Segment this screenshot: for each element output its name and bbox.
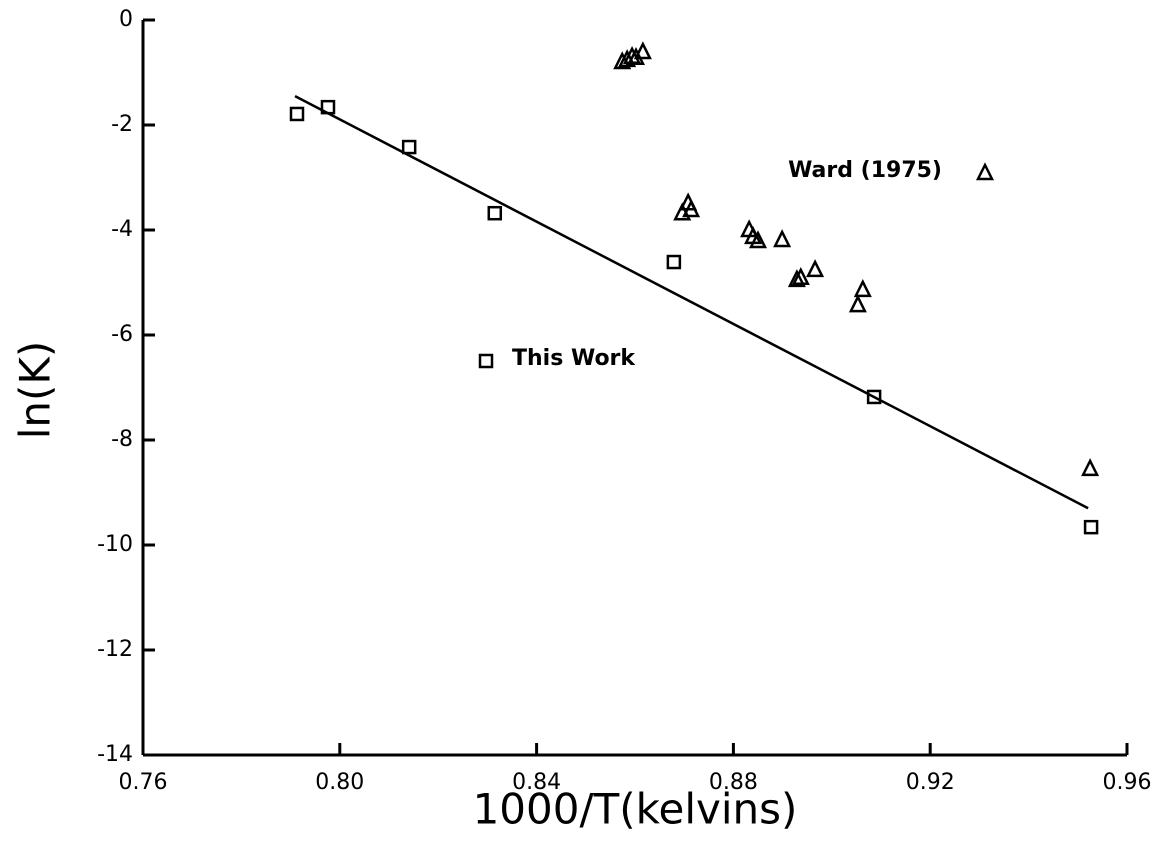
y-tick-label: -8 (111, 427, 133, 452)
legend-marker (975, 162, 995, 181)
triangle-marker (1081, 458, 1100, 477)
x-tick-label: 0.84 (512, 770, 561, 795)
triangle-marker (633, 41, 652, 60)
square-marker (487, 205, 503, 221)
triangle-marker (806, 259, 825, 278)
square-marker (289, 106, 305, 122)
x-tick-label: 0.80 (315, 770, 364, 795)
triangle-marker (853, 279, 872, 298)
triangle-marker (682, 199, 701, 218)
square-marker (401, 139, 417, 155)
legend-label: Ward (1975) (788, 158, 942, 183)
y-tick-label: -2 (111, 112, 133, 137)
fit-line (294, 95, 1089, 510)
square-marker (666, 254, 682, 270)
y-tick-label: -12 (97, 637, 133, 662)
x-tick-label: 0.92 (906, 770, 955, 795)
triangle-marker (848, 294, 867, 313)
x-tick-label: 0.76 (119, 770, 168, 795)
y-tick-label: -10 (97, 532, 133, 557)
triangle-marker (748, 230, 768, 249)
triangle-marker (791, 266, 810, 286)
legend-marker (478, 353, 494, 369)
x-axis-title: 1000/T(kelvins) (473, 785, 798, 834)
square-marker (1083, 519, 1099, 535)
x-tick-label: 0.96 (1103, 770, 1152, 795)
y-tick-label: 0 (119, 7, 133, 32)
square-marker (866, 389, 882, 405)
y-tick-label: -4 (111, 217, 133, 242)
y-tick-label: -14 (97, 742, 133, 767)
y-tick-label: -6 (111, 322, 133, 347)
triangle-marker (787, 269, 806, 288)
triangle-marker (773, 229, 792, 248)
legend-label: This Work (512, 346, 636, 371)
y-axis-title: ln(K) (11, 341, 60, 440)
x-tick-label: 0.88 (709, 770, 758, 795)
